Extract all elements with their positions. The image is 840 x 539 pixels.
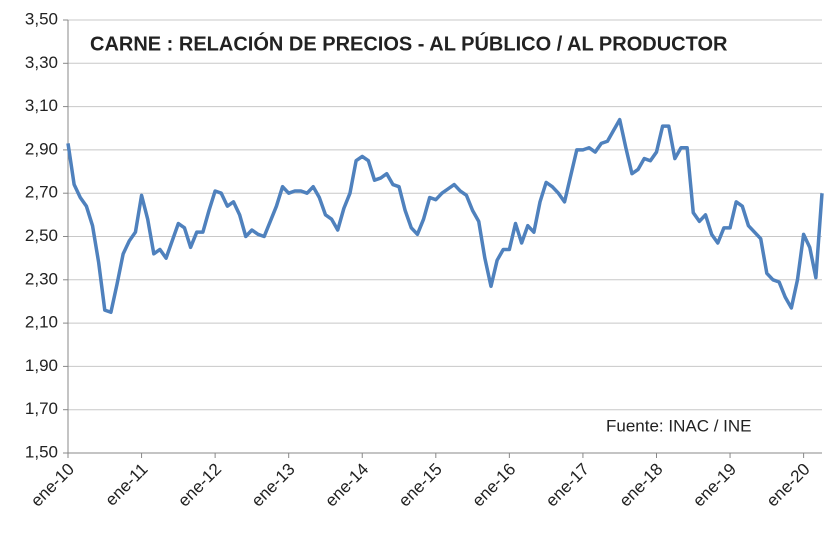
x-tick-label: ene-15	[395, 460, 446, 511]
data-line	[66, 117, 824, 315]
y-tick-label: 3,10	[25, 96, 58, 115]
y-tick-label: 1,70	[25, 399, 58, 418]
y-tick-label: 2,70	[25, 183, 58, 202]
x-tick-label: ene-10	[27, 460, 78, 511]
y-tick-label: 1,90	[25, 356, 58, 375]
x-tick-label: ene-12	[174, 460, 225, 511]
y-tick-label: 3,50	[25, 9, 58, 28]
y-tick-label: 2,50	[25, 226, 58, 245]
y-tick-label: 2,90	[25, 139, 58, 158]
source-note: Fuente: INAC / INE	[606, 416, 752, 435]
x-tick-label: ene-14	[321, 460, 372, 511]
chart-title: CARNE : RELACIÓN DE PRECIOS - AL PÚBLICO…	[90, 31, 728, 55]
y-tick-label: 3,30	[25, 53, 58, 72]
y-tick-label: 1,50	[25, 442, 58, 461]
x-tick-label: ene-19	[689, 460, 740, 511]
x-tick-label: ene-20	[763, 460, 814, 511]
x-tick-label: ene-17	[542, 460, 593, 511]
y-tick-label: 2,30	[25, 269, 58, 288]
y-tick-label: 2,10	[25, 313, 58, 332]
x-tick-label: ene-16	[468, 460, 519, 511]
x-tick-label: ene-11	[102, 460, 152, 510]
x-tick-label: ene-18	[616, 460, 667, 511]
x-tick-label: ene-13	[248, 460, 299, 511]
